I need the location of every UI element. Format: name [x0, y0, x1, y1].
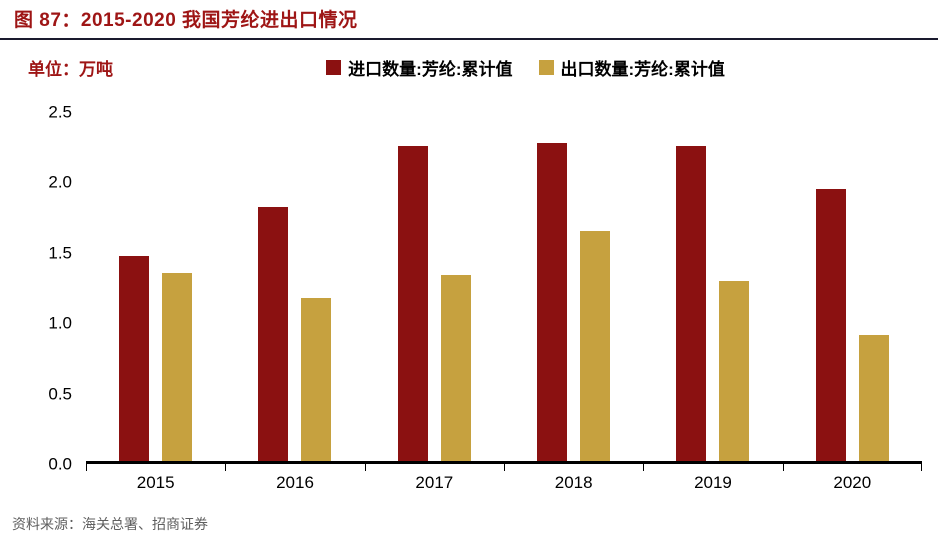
legend-label-import: 进口数量:芳纶:累计值 — [348, 59, 513, 79]
bar-import-2015 — [119, 255, 150, 461]
bar-group-2019 — [676, 112, 750, 461]
legend: 进口数量:芳纶:累计值 出口数量:芳纶:累计值 — [113, 55, 938, 80]
y-tick-label: 1.5 — [48, 243, 72, 263]
figure-header: 图 87：2015-2020 我国芳纶进出口情况 — [0, 0, 938, 40]
bar-import-2020 — [815, 188, 846, 461]
bar-import-2016 — [258, 206, 289, 461]
legend-row: 单位：万吨 进口数量:芳纶:累计值 出口数量:芳纶:累计值 — [0, 54, 938, 80]
y-axis: 0.0 0.5 1.0 1.5 2.0 2.5 — [0, 104, 86, 473]
x-tick-label-2019: 2019 — [694, 473, 732, 492]
unit-label: 单位：万吨 — [28, 59, 113, 79]
x-tick-label-2015: 2015 — [136, 473, 175, 492]
bar-group-2020 — [815, 112, 889, 461]
x-axis-tick-mark — [921, 464, 922, 471]
y-tick-label: 2.5 — [48, 102, 72, 122]
y-tick-label: 1.0 — [48, 313, 72, 333]
legend-swatch-export — [538, 59, 554, 75]
bar-export-2018 — [580, 230, 611, 461]
bar-import-2017 — [397, 145, 428, 461]
bar-group-2017 — [397, 112, 471, 461]
y-tick-label: 0.0 — [48, 454, 72, 474]
bar-group-2015 — [119, 112, 193, 461]
x-tick-label-2018: 2018 — [554, 473, 593, 492]
x-tick-label-2016: 2016 — [276, 473, 314, 492]
legend-label-export: 出口数量:芳纶:累计值 — [560, 59, 725, 79]
legend-item-export: 出口数量:芳纶:累计值 — [538, 55, 725, 80]
bar-export-2017 — [440, 275, 471, 461]
bar-export-2016 — [301, 297, 332, 461]
x-axis-tick-mark — [504, 464, 505, 471]
bar-chart: 0.0 0.5 1.0 1.5 2.0 2.5 2015 2016 2017 2018 2019 2… — [0, 104, 938, 506]
bar-groups — [86, 112, 922, 461]
x-axis-tick-mark — [364, 464, 366, 471]
x-tick-label-2020: 2020 — [833, 473, 872, 492]
source-note: 资料来源：海关总署、招商证券 — [12, 518, 208, 533]
plot-area — [86, 112, 922, 464]
x-axis: 2015 2016 2017 2018 2019 2020 — [86, 464, 922, 506]
legend-swatch-import — [326, 59, 342, 75]
x-axis-tick-mark — [782, 464, 784, 471]
bar-group-2016 — [258, 112, 332, 461]
bar-import-2018 — [537, 142, 568, 461]
bar-export-2019 — [719, 280, 750, 461]
x-tick-label-2017: 2017 — [415, 473, 454, 492]
x-axis-tick-mark — [225, 464, 227, 471]
x-axis-tick-mark — [86, 464, 87, 471]
bar-import-2019 — [676, 145, 707, 461]
legend-item-import: 进口数量:芳纶:累计值 — [326, 55, 513, 80]
bar-export-2020 — [858, 335, 889, 461]
y-tick-label: 0.5 — [48, 384, 72, 404]
plot-wrap: 2015 2016 2017 2018 2019 2020 — [86, 112, 922, 506]
x-axis-tick-mark — [643, 464, 645, 471]
figure-title: 图 87：2015-2020 我国芳纶进出口情况 — [14, 10, 358, 31]
y-tick-label: 2.0 — [48, 172, 72, 192]
bar-export-2015 — [162, 272, 193, 461]
bar-group-2018 — [537, 112, 611, 461]
